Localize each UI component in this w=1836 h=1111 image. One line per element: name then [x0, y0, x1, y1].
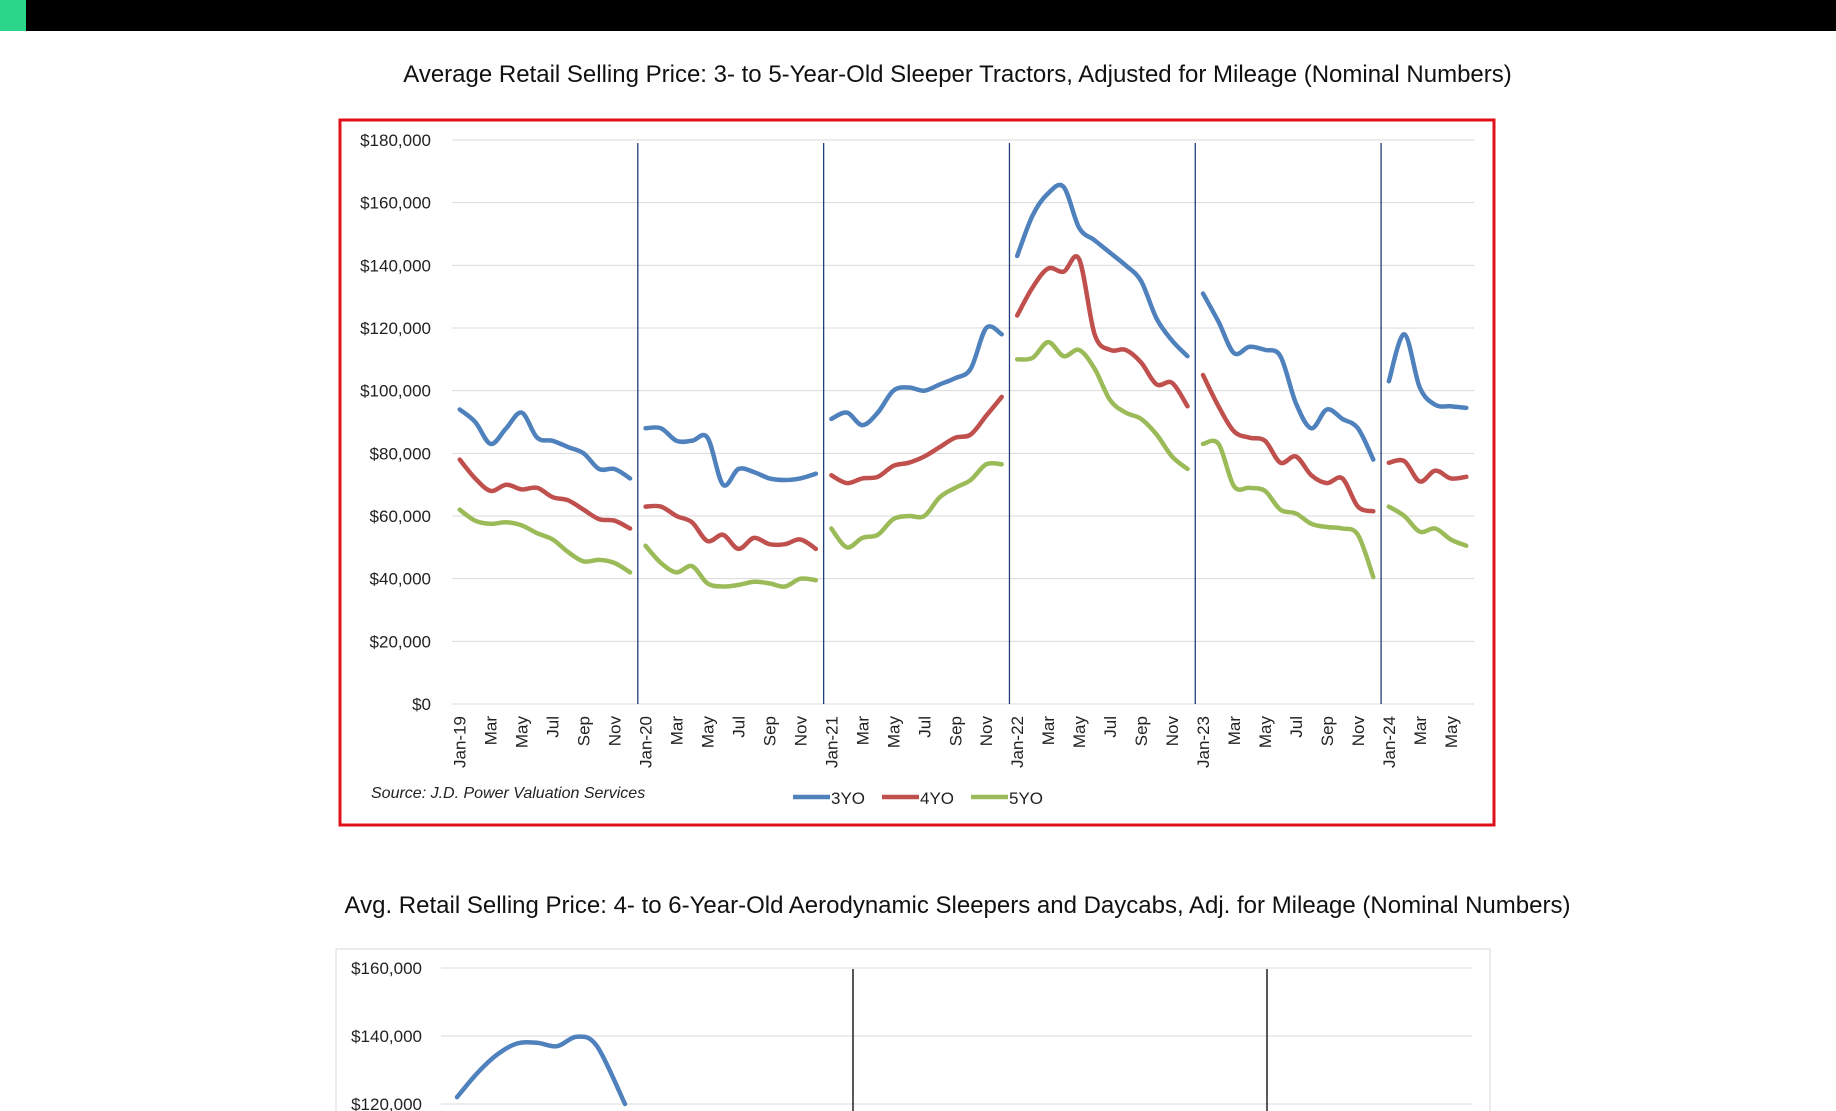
x-tick-label: May	[513, 716, 532, 749]
x-tick-label: Nov	[606, 716, 625, 747]
y-tick-label: $140,000	[351, 1027, 422, 1046]
y-tick-label: $140,000	[360, 256, 431, 275]
x-tick-label: Nov	[1163, 716, 1182, 747]
x-tick-label: Mar	[1225, 716, 1244, 746]
series-5YO-line	[1014, 339, 1190, 472]
x-tick-label: Nov	[791, 716, 810, 747]
x-tick-label: Jan-19	[451, 716, 470, 768]
x-tick-label: May	[1442, 716, 1461, 749]
chart2-frame	[335, 948, 1491, 1111]
x-tick-label: Nov	[1349, 716, 1368, 747]
x-tick-label: Jan-21	[822, 716, 841, 768]
x-tick-label: Mar	[482, 716, 501, 746]
chart2-gridlines	[441, 967, 1472, 1105]
x-tick-label: Jul	[544, 716, 563, 738]
y-tick-label: $20,000	[370, 632, 431, 651]
y-tick-label: $180,000	[360, 131, 431, 150]
y-tick-label: $160,000	[351, 959, 422, 978]
x-tick-label: Jan-20	[637, 716, 656, 768]
x-tick-label: May	[699, 716, 718, 749]
x-tick-label: Jul	[1101, 716, 1120, 738]
legend-label-3YO: 3YO	[831, 789, 865, 808]
chart1-title: Average Retail Selling Price: 3- to 5-Ye…	[403, 61, 1512, 88]
x-tick-label: Jul	[729, 716, 748, 738]
x-tick-label: Sep	[1318, 716, 1337, 746]
y-tick-label: $160,000	[360, 194, 431, 213]
series-3YO-line	[1200, 291, 1376, 462]
series-4YO-line	[1014, 254, 1190, 409]
legend-label-5YO: 5YO	[1009, 789, 1043, 808]
chart2-series	[454, 1034, 628, 1107]
series-4YO-line	[1200, 372, 1376, 514]
chart2-y-tick-labels: $120,000 $140,000 $160,000	[351, 959, 422, 1111]
x-tick-label: Jan-24	[1380, 716, 1399, 768]
chart2-dividers	[852, 969, 1268, 1111]
series-5YO-line	[457, 507, 633, 575]
x-tick-label: May	[884, 716, 903, 749]
chart2-title: Avg. Retail Selling Price: 4- to 6-Year-…	[344, 892, 1571, 919]
x-tick-label: Nov	[977, 716, 996, 747]
y-tick-label: $40,000	[370, 570, 431, 589]
x-tick-label: May	[1256, 716, 1275, 749]
chart1-gridlines	[452, 139, 1474, 705]
y-tick-label: $100,000	[360, 382, 431, 401]
x-tick-label: Jan-22	[1008, 716, 1027, 768]
series-4YO-line	[457, 457, 633, 531]
y-tick-label: $0	[412, 695, 431, 714]
chart1-series	[457, 182, 1469, 589]
series-5YO-line	[643, 543, 819, 589]
x-tick-label: Jul	[915, 716, 934, 738]
series-5YO-line	[1200, 438, 1376, 580]
x-tick-label: Sep	[760, 716, 779, 746]
x-tick-label: Jan-23	[1194, 716, 1213, 768]
series-3YO-line	[1386, 332, 1469, 411]
y-tick-label: $120,000	[360, 319, 431, 338]
series-line	[454, 1034, 628, 1107]
chart1-legend: 3YO 4YO 5YO	[793, 789, 1043, 808]
chart1-y-tick-labels: $0 $20,000 $40,000 $60,000 $80,000 $100,000 $1…	[360, 131, 431, 714]
series-5YO-line	[1386, 504, 1469, 549]
series-4YO-line	[643, 503, 819, 552]
x-tick-label: Sep	[946, 716, 965, 746]
y-tick-label: $120,000	[351, 1095, 422, 1111]
series-5YO-line	[829, 460, 1004, 550]
chart1-source-note: Source: J.D. Power Valuation Services	[371, 785, 645, 802]
series-4YO-line	[1386, 457, 1469, 484]
legend-label-4YO: 4YO	[920, 789, 954, 808]
x-tick-label: Mar	[668, 716, 687, 746]
brand-accent	[0, 0, 26, 31]
y-tick-label: $60,000	[370, 507, 431, 526]
y-tick-label: $80,000	[370, 444, 431, 463]
chart1-x-tick-labels: Jan-19 Mar May Jul Sep Nov Jan-20 Mar May Jul Sep N…	[451, 716, 1461, 768]
series-3YO-line	[829, 324, 1004, 428]
x-tick-label: Mar	[1411, 716, 1430, 746]
chart1-year-dividers	[637, 143, 1382, 704]
series-4YO-line	[829, 394, 1004, 486]
series-3YO-line	[457, 407, 633, 481]
x-tick-label: May	[1070, 716, 1089, 749]
x-tick-label: Sep	[1132, 716, 1151, 746]
chart1-frame	[338, 118, 1496, 827]
series-3YO-line	[643, 425, 819, 488]
x-tick-label: Mar	[853, 716, 872, 746]
top-bar	[0, 0, 1836, 31]
series-3YO-line	[1014, 182, 1190, 359]
x-tick-label: Jul	[1287, 716, 1306, 738]
x-tick-label: Sep	[575, 716, 594, 746]
x-tick-label: Mar	[1039, 716, 1058, 746]
